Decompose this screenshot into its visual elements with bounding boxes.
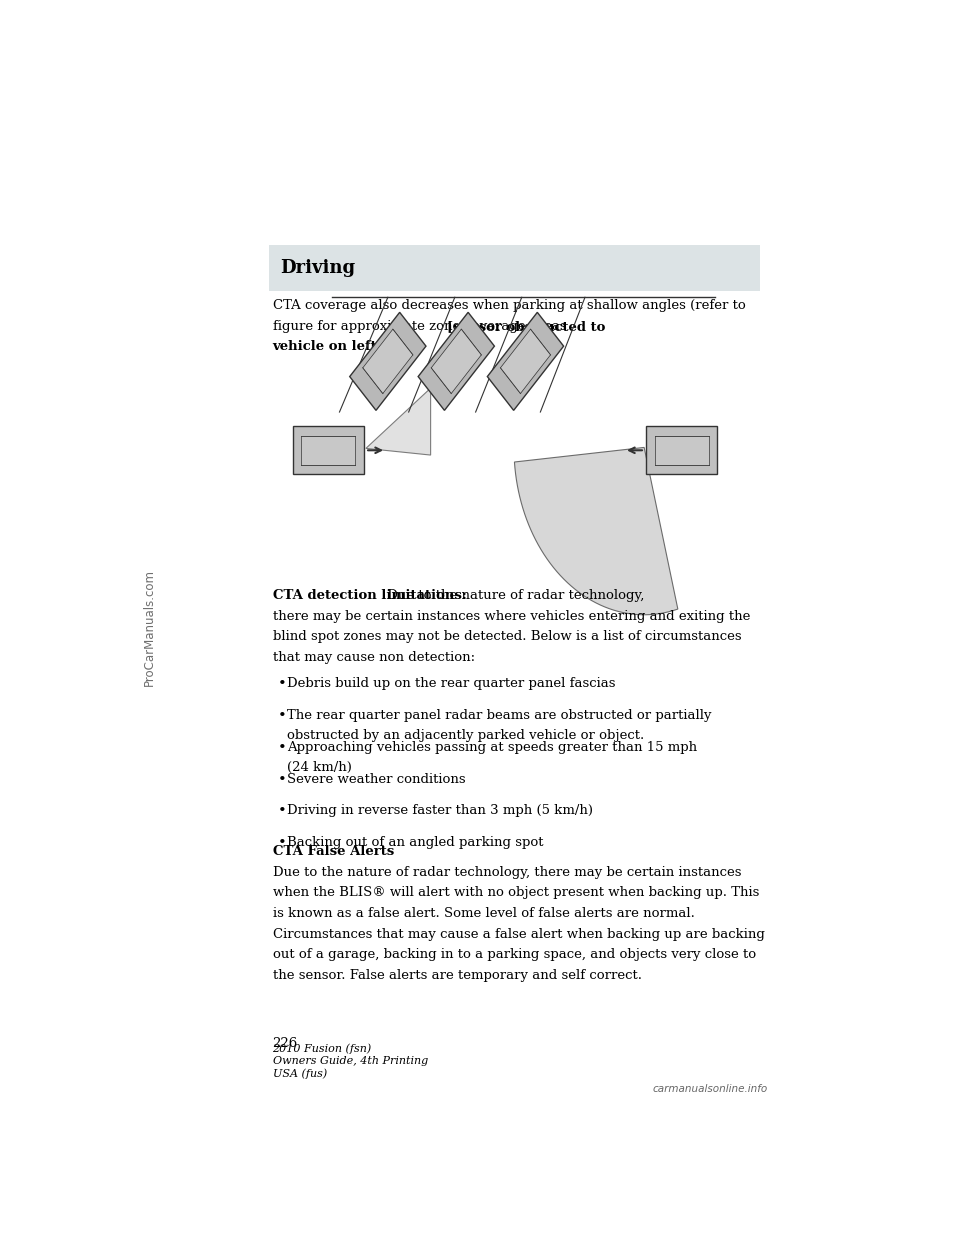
Text: •: • xyxy=(277,773,286,786)
Text: •: • xyxy=(277,740,286,755)
Polygon shape xyxy=(363,329,413,394)
Text: ProCarManuals.com: ProCarManuals.com xyxy=(143,569,156,686)
Text: Debris build up on the rear quarter panel fascias: Debris build up on the rear quarter pane… xyxy=(287,677,616,691)
Text: blind spot zones may not be detected. Below is a list of circumstances: blind spot zones may not be detected. Be… xyxy=(273,630,741,643)
Text: figure for approximate zone coverage areas: figure for approximate zone coverage are… xyxy=(273,319,570,333)
Text: Severe weather conditions: Severe weather conditions xyxy=(287,773,466,785)
Text: USA (fus): USA (fus) xyxy=(273,1068,326,1078)
Polygon shape xyxy=(515,447,678,615)
Text: Due to the nature of radar technology, there may be certain instances: Due to the nature of radar technology, t… xyxy=(273,866,741,879)
Text: Circumstances that may cause a false alert when backing up are backing: Circumstances that may cause a false ale… xyxy=(273,928,764,940)
Text: Driving: Driving xyxy=(280,258,355,277)
Polygon shape xyxy=(431,329,481,394)
Text: •: • xyxy=(277,805,286,818)
Text: •: • xyxy=(277,677,286,691)
Text: Driving in reverse faster than 3 mph (5 km/h): Driving in reverse faster than 3 mph (5 … xyxy=(287,805,593,817)
Text: the sensor. False alerts are temporary and self correct.: the sensor. False alerts are temporary a… xyxy=(273,969,641,981)
Text: obstructed by an adjacently parked vehicle or object.: obstructed by an adjacently parked vehic… xyxy=(287,729,645,743)
Text: The rear quarter panel radar beams are obstructed or partially: The rear quarter panel radar beams are o… xyxy=(287,709,712,722)
Text: CTA detection limitations:: CTA detection limitations: xyxy=(273,589,467,602)
Text: 2010 Fusion (fsn): 2010 Fusion (fsn) xyxy=(273,1043,372,1053)
Text: vehicle on left]).: vehicle on left]). xyxy=(273,340,395,353)
Polygon shape xyxy=(349,312,426,410)
Text: •: • xyxy=(277,836,286,851)
Polygon shape xyxy=(655,436,708,465)
Text: Owners Guide, 4th Printing: Owners Guide, 4th Printing xyxy=(273,1056,428,1066)
Text: out of a garage, backing in to a parking space, and objects very close to: out of a garage, backing in to a parking… xyxy=(273,948,756,961)
Text: Backing out of an angled parking spot: Backing out of an angled parking spot xyxy=(287,836,544,850)
Text: CTA False Alerts: CTA False Alerts xyxy=(273,846,394,858)
Text: carmanualsonline.info: carmanualsonline.info xyxy=(652,1084,767,1094)
Text: Approaching vehicles passing at speeds greater than 15 mph: Approaching vehicles passing at speeds g… xyxy=(287,740,698,754)
Polygon shape xyxy=(488,312,564,410)
Text: (24 km/h): (24 km/h) xyxy=(287,761,352,774)
Text: that may cause non detection:: that may cause non detection: xyxy=(273,651,474,663)
Text: when the BLIS® will alert with no object present when backing up. This: when the BLIS® will alert with no object… xyxy=(273,887,759,899)
Polygon shape xyxy=(500,329,550,394)
Text: is known as a false alert. Some level of false alerts are normal.: is known as a false alert. Some level of… xyxy=(273,907,694,920)
Polygon shape xyxy=(419,312,494,410)
Polygon shape xyxy=(366,388,431,455)
Text: CTA coverage also decreases when parking at shallow angles (refer to: CTA coverage also decreases when parking… xyxy=(273,299,745,312)
FancyBboxPatch shape xyxy=(269,245,760,291)
Text: Due to the nature of radar technology,: Due to the nature of radar technology, xyxy=(383,589,644,602)
Polygon shape xyxy=(301,436,355,465)
Text: 226: 226 xyxy=(273,1037,298,1049)
Text: [sensor obstructed to: [sensor obstructed to xyxy=(446,319,605,333)
Polygon shape xyxy=(646,426,717,474)
Polygon shape xyxy=(293,426,364,474)
Text: •: • xyxy=(277,709,286,723)
Text: there may be certain instances where vehicles entering and exiting the: there may be certain instances where veh… xyxy=(273,610,750,622)
